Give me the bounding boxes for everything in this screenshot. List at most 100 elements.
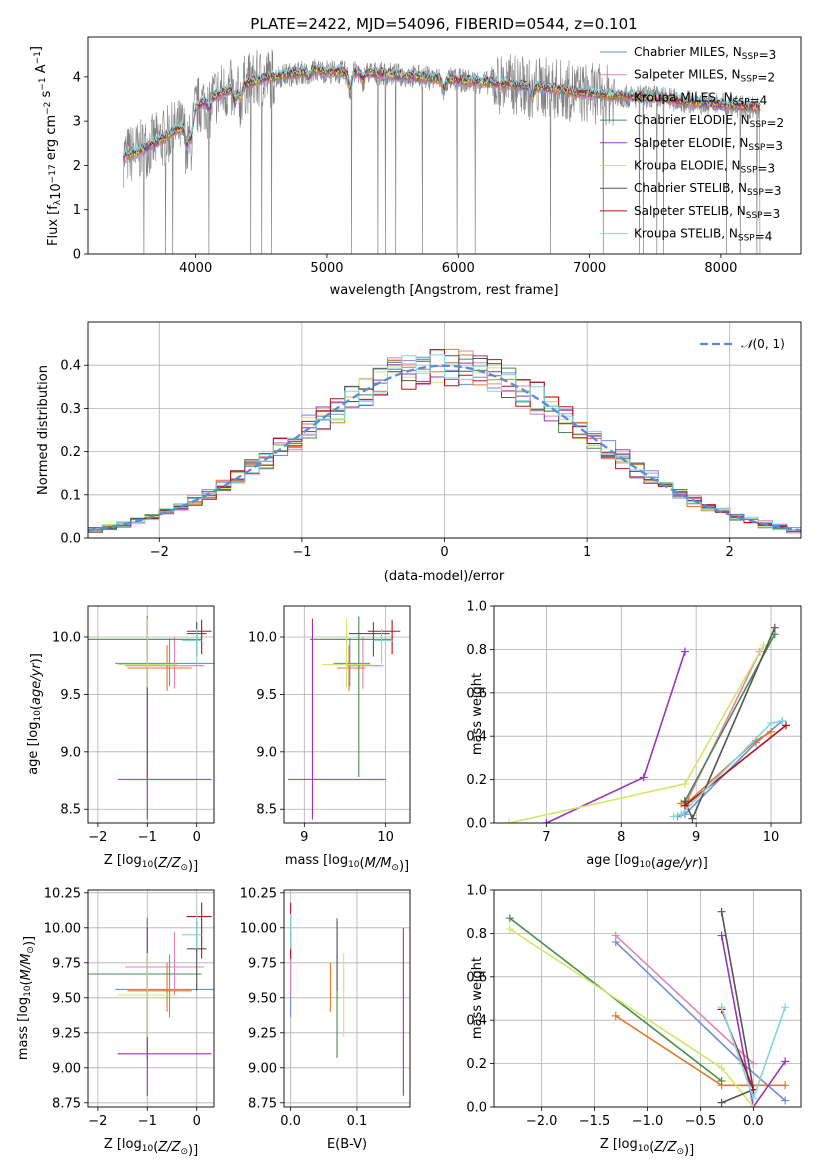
label-part: (0, 1) [753, 337, 785, 351]
label-part: 10 [348, 860, 360, 870]
label-part: Flux [f [46, 205, 61, 246]
label-part: −1 [38, 77, 48, 90]
y-tick-label: 9.5 [60, 688, 81, 703]
y-tick-label: 2 [73, 159, 81, 174]
label-part: Z [log [600, 1137, 638, 1152]
weight-marker [505, 914, 514, 923]
weight-line [546, 651, 686, 823]
plot-area [290, 902, 404, 1096]
axes-frame [87, 36, 802, 255]
x-tick-label: 8000 [704, 261, 737, 276]
x-tick-label: 0 [193, 830, 201, 845]
label-part: ( [360, 856, 365, 871]
weight-marker [542, 819, 551, 823]
y-axis-label: age [log10(age/yr)] [26, 653, 44, 775]
x-axis-label: (data-model)/error [384, 569, 505, 584]
label-part: Chabrier STELIB, N [634, 181, 747, 195]
y-tick-label: 10.25 [44, 886, 81, 901]
x-tick-label: 0 [440, 545, 448, 560]
x-tick-label: 10 [763, 830, 780, 845]
weight-marker [680, 801, 689, 810]
x-tick-label: 7000 [573, 261, 606, 276]
y-tick-label: 10.0 [248, 631, 277, 646]
y-axis-label: Normed distribution [36, 365, 51, 495]
x-tick-label: 9 [692, 830, 700, 845]
label-part: −1 [33, 51, 43, 64]
y-tick-label: 0.3 [60, 402, 81, 417]
plot-area [88, 616, 214, 820]
label-part: M/M [19, 954, 34, 981]
axes-frame [493, 605, 802, 824]
weight-line [720, 935, 786, 1107]
label-part: =4 [750, 93, 768, 107]
x-axis-label: mass [log10(M/M⊙)] [285, 853, 409, 874]
weight-marker [759, 641, 768, 650]
y-tick-label: 8.75 [52, 1096, 81, 1111]
y-tick-label: 10.00 [240, 921, 277, 936]
weight-marker [717, 1063, 726, 1072]
y-tick-label: 1.0 [466, 884, 487, 899]
y-tick-label: 9.25 [248, 1026, 277, 1041]
label-part: ( [19, 980, 34, 985]
y-tick-label: 0.2 [466, 773, 487, 788]
legend-entry: Chabrier MILES, NSSP=3 [634, 45, 776, 62]
x-tick-label: 2 [726, 545, 734, 560]
y-tick-label: 9.5 [256, 688, 277, 703]
weight-marker [717, 931, 726, 940]
label-part: Z [log [104, 853, 142, 868]
label-part: ⊙ [180, 863, 188, 873]
weight-marker [781, 1057, 790, 1066]
weight-marker [781, 1096, 790, 1105]
legend-entry: Kroupa ELODIE, NSSP=3 [634, 159, 775, 176]
y-tick-label: 0.6 [466, 686, 487, 701]
x-axis-label: wavelength [Angstrom, rest frame] [330, 283, 559, 298]
weight-marker [611, 1011, 620, 1020]
weight-marker [749, 1094, 758, 1103]
label-part: wavelength [Angstrom, rest frame] [330, 283, 559, 298]
weight-marker [505, 925, 514, 934]
y-tick-label: 10.25 [240, 886, 277, 901]
weight-marker [717, 1003, 726, 1012]
y-tick-label: 0.8 [466, 643, 487, 658]
x-tick-label: −1.0 [632, 1114, 664, 1129]
label-part: λ [53, 199, 63, 205]
label-part: )] [188, 1143, 198, 1158]
label-part: Z/Z [157, 856, 181, 871]
label-part: ( [153, 856, 158, 871]
label-part: =3 [764, 184, 782, 198]
observed-spectrum [123, 49, 761, 254]
label-part: Kroupa ELODIE, N [634, 159, 741, 173]
label-part: erg cm [44, 115, 59, 164]
weight-marker [639, 773, 648, 782]
label-part: ⊙ [26, 946, 36, 954]
weight-marker [680, 647, 689, 656]
x-tick-label: 6000 [442, 261, 475, 276]
x-tick-label: 0 [193, 1114, 201, 1129]
figure-title: PLATE=2422, MJD=54096, FIBERID=0544, z=0… [250, 15, 637, 33]
plot-area [504, 623, 791, 823]
x-tick-label: 1 [583, 545, 591, 560]
y-axis-label: mass [log10(M/M⊙)] [16, 936, 37, 1060]
label-part: =3 [759, 48, 777, 62]
x-tick-label: 9 [300, 830, 308, 845]
x-tick-label: 10 [377, 830, 394, 845]
x-tick-label: −1.5 [579, 1114, 611, 1129]
plot-area [88, 348, 801, 534]
legend-entry: Salpeter STELIB, NSSP=3 [634, 204, 780, 221]
label-part: 10 [638, 1144, 650, 1154]
spectrum-panel: 4000 5000 6000 7000 8000 0 1 2 3 4 wavelength [Ang… [29, 36, 802, 298]
plot-area [123, 49, 761, 254]
x-tick-label: 5000 [310, 261, 343, 276]
legend-entry: 𝒩(0, 1) [741, 337, 785, 351]
label-part: SSP [748, 143, 765, 153]
residual-histogram-panel: −2 −1 0 1 2 0.0 0.1 0.2 0.3 0.4 (data-model)/error… [36, 321, 802, 584]
label-part: A [34, 64, 49, 77]
label-part: 10 [23, 985, 33, 997]
label-part: 10 [49, 183, 64, 200]
axes-frame [283, 605, 411, 824]
label-part: ( [29, 705, 44, 710]
label-part: 10 [33, 710, 43, 722]
weight-line [508, 644, 765, 823]
label-part: SSP [746, 211, 763, 221]
